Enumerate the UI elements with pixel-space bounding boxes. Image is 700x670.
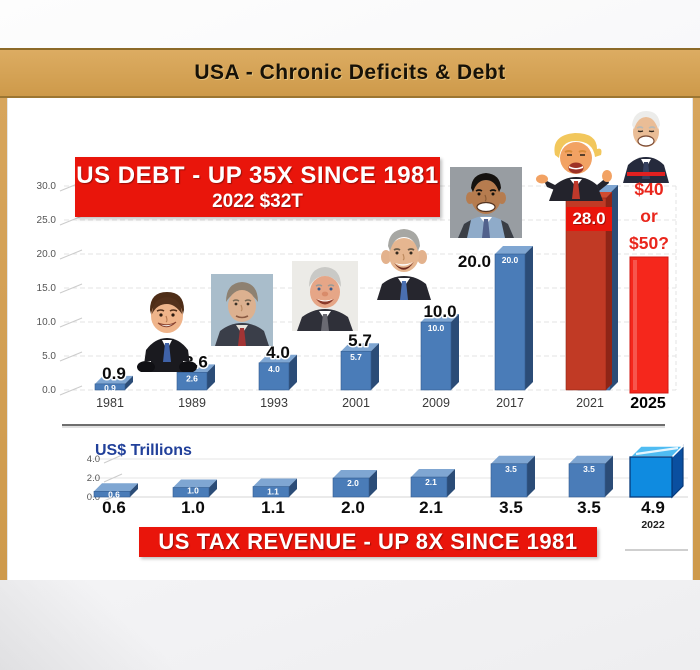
revenue-bar-3: 1.11.1 [252, 478, 297, 519]
projection-line2: or [640, 206, 658, 226]
charts-divider [62, 424, 665, 426]
background-shade [0, 575, 230, 670]
revenue-bar-5: 2.1 2.1 [410, 469, 455, 519]
svg-text:1.1: 1.1 [267, 487, 279, 497]
svg-text:2.1: 2.1 [425, 477, 437, 487]
svg-text:2.1: 2.1 [419, 498, 443, 517]
reagan-caricature [137, 288, 197, 372]
svg-text:0.6: 0.6 [108, 489, 120, 499]
svg-text:1.0: 1.0 [181, 498, 205, 517]
revenue-ytick-2: 2.0 [87, 473, 100, 484]
debt-banner-line1: US DEBT - UP 35X SINCE 1981 [76, 161, 439, 189]
trump-caricature [533, 127, 613, 201]
svg-text:4.0: 4.0 [266, 343, 290, 362]
svg-text:3.5: 3.5 [577, 498, 601, 517]
svg-text:0.6: 0.6 [102, 498, 126, 517]
debt-bar-2009: 10.0 10.0 [420, 301, 459, 391]
revenue-bar-1: 0.60.6 [93, 483, 138, 519]
svg-text:2.0: 2.0 [347, 478, 359, 488]
svg-text:3.5: 3.5 [583, 464, 595, 474]
revenue-bar-2: 1.01.0 [172, 479, 217, 519]
svg-text:1.1: 1.1 [261, 498, 285, 517]
revenue-bar-2022-cube: 4.9 2022 [628, 444, 685, 531]
bottom-right-rule [625, 549, 688, 551]
svg-text:10.0: 10.0 [423, 302, 456, 321]
svg-text:5.7: 5.7 [348, 331, 372, 350]
revenue-ytick-0: 0.0 [87, 492, 100, 503]
svg-text:0.9: 0.9 [102, 364, 126, 383]
revenue-banner-text: US TAX REVENUE - UP 8X SINCE 1981 [158, 529, 578, 554]
revenue-ylabel: US$ Trillions [95, 442, 192, 459]
debt-bar-2025 [629, 256, 669, 394]
debt-year-2017: 2017 [496, 396, 524, 410]
debt-banner-line2: 2022 $32T [212, 190, 303, 212]
debt-ytick-15: 15.0 [37, 283, 57, 294]
svg-text:4.9: 4.9 [641, 498, 665, 517]
debt-year-1981: 1981 [96, 396, 124, 410]
bush-sr-portrait [211, 274, 273, 346]
svg-text:20.0: 20.0 [502, 255, 519, 265]
revenue-banner: US TAX REVENUE - UP 8X SINCE 1981 [139, 527, 597, 557]
debt-ytick-5: 5.0 [42, 351, 56, 362]
svg-text:3.5: 3.5 [505, 464, 517, 474]
debt-year-2001: 2001 [342, 396, 370, 410]
debt-bar-1981: 0.90.9 [94, 362, 133, 393]
svg-text:2.6: 2.6 [186, 373, 198, 383]
biden-podium-strip [627, 172, 665, 176]
debt-bar-1993: 4.04.0 [258, 341, 297, 391]
bush-jr-caricature [371, 224, 437, 300]
svg-text:3.5: 3.5 [499, 498, 523, 517]
debt-ytick-10: 10.0 [37, 317, 57, 328]
revenue-bar-4: 2.0 2.0 [332, 470, 377, 519]
debt-bar-2001: 5.75.7 [340, 330, 379, 391]
debt-bar-2017: 20.0 20.0 [456, 246, 533, 391]
svg-text:20.0: 20.0 [458, 252, 491, 271]
clinton-portrait [292, 261, 358, 331]
chart-card-frame: 0.0 5.0 10.0 15.0 20.0 25.0 30.0 0.9 0.9 2.6 2.6 4.… [0, 98, 700, 580]
svg-text:1.0: 1.0 [187, 486, 199, 496]
debt-banner: US DEBT - UP 35X SINCE 1981 2022 $32T [75, 157, 440, 217]
svg-text:10.0: 10.0 [428, 323, 445, 333]
debt-ytick-25: 25.0 [37, 215, 57, 226]
debt-year-1989: 1989 [178, 396, 206, 410]
debt-ytick-20: 20.0 [37, 249, 57, 260]
svg-text:4.0: 4.0 [268, 364, 280, 374]
obama-portrait [450, 167, 522, 238]
svg-text:5.7: 5.7 [350, 352, 362, 362]
revenue-ytick-4: 4.0 [87, 454, 100, 465]
revenue-year-2022: 2022 [641, 519, 665, 531]
title-bar: USA - Chronic Deficits & Debt [0, 48, 700, 98]
debt-ytick-0: 0.0 [42, 385, 56, 396]
revenue-bar-6: 3.5 3.5 [490, 455, 535, 519]
revenue-bar-7: 3.5 3.5 [568, 455, 613, 519]
projection-line3: $50? [629, 233, 669, 253]
debt-ytick-30: 30.0 [37, 181, 57, 192]
svg-text:2.0: 2.0 [341, 498, 365, 517]
debt-year-2021: 2021 [576, 396, 604, 410]
svg-text:0.9: 0.9 [104, 383, 116, 393]
debt-2021-value-badge: 28.0 [566, 207, 612, 231]
projection-line1: $40 [634, 179, 664, 199]
debt-2025-projection-label: $40 or $50? [620, 176, 678, 257]
page-title: USA - Chronic Deficits & Debt [194, 61, 506, 84]
debt-year-2025: 2025 [630, 395, 666, 412]
debt-year-2009: 2009 [422, 396, 450, 410]
debt-year-1993: 1993 [260, 396, 288, 410]
